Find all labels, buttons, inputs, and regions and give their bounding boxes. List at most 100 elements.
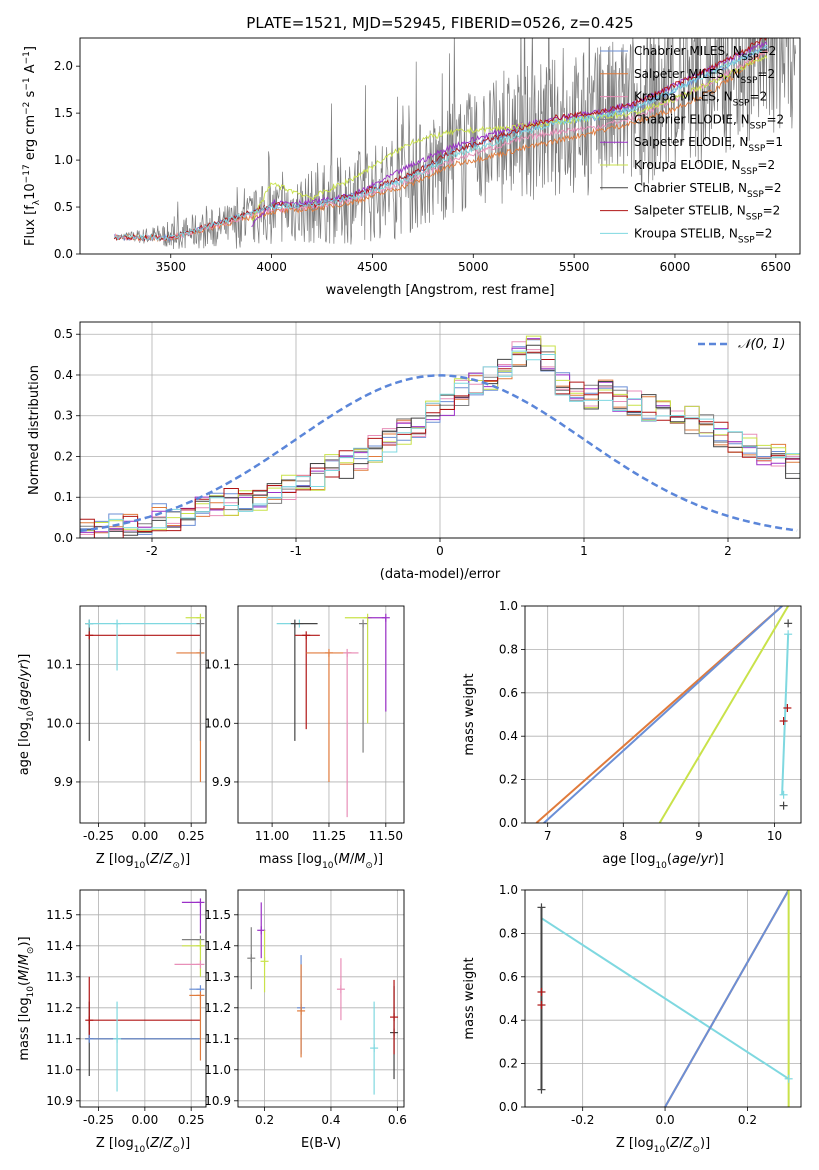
y-tick-label: 1.0: [54, 153, 73, 167]
y-tick-label: 10.0: [204, 716, 231, 730]
y-tick-label: 11.0: [46, 1063, 73, 1077]
y-tick-label: 0.1: [54, 490, 73, 504]
x-tick-label: 8: [619, 829, 627, 843]
y-tick-label: 11.5: [204, 908, 231, 922]
axes-frame: [524, 889, 802, 1108]
weight-line-kroupa_elodie: [658, 606, 790, 823]
weight-line-chabrier_miles: [664, 890, 790, 1107]
x-tick-label: 0.2: [738, 1113, 757, 1127]
model-spectrum-salpeter_elodie: [251, 41, 768, 227]
y-tick-label: 0.4: [499, 729, 518, 743]
x-tick-label: 0.00: [131, 829, 158, 843]
mass-vs-metallicity-panel: -0.25 0.00 0.25 10.9 11.0 11.1 11.2 11.3 11.4 11.…: [17, 889, 207, 1155]
model-spectrum-kroupa_stelib: [113, 45, 768, 241]
model-spectrum-salpeter_miles: [114, 50, 768, 243]
legend-label: Kroupa MILES, NSSP=2: [634, 90, 767, 109]
y-tick-label: 10.0: [46, 716, 73, 730]
y-tick-label: 0.0: [499, 1100, 518, 1114]
y-tick-label: 0.4: [499, 1013, 518, 1027]
axes-frame: [524, 605, 802, 824]
y-tick-label: 9.9: [212, 775, 231, 789]
histogram-kroupa_stelib: [80, 350, 800, 538]
y-tick-label: 11.3: [46, 970, 73, 984]
x-tick-label: 5000: [458, 260, 489, 274]
x-axis-label: wavelength [Angstrom, rest frame]: [326, 283, 555, 298]
axes-frame: [79, 605, 207, 824]
y-tick-label: 0.2: [499, 1057, 518, 1071]
normal-distribution-curve: [80, 374, 798, 533]
observed-spectrum-line: [113, 38, 796, 250]
x-tick-label: -1: [290, 544, 302, 558]
y-tick-label: 0.8: [499, 926, 518, 940]
y-axis-label: mass [log10(M/M⊙)]: [17, 936, 36, 1060]
plot-area: [535, 606, 793, 823]
y-tick-label: 1.5: [54, 106, 73, 120]
x-tick-label: -0.25: [83, 1113, 114, 1127]
x-tick-label: 0.00: [131, 1113, 158, 1127]
y-tick-label: 2.0: [54, 59, 73, 73]
x-tick-label: 0.0: [656, 1113, 675, 1127]
model-spectrum-salpeter_stelib: [113, 38, 767, 242]
x-tick-label: 10: [767, 829, 782, 843]
x-tick-label: -0.2: [571, 1113, 594, 1127]
axes-frame: [79, 321, 801, 539]
histogram-salpeter_elodie: [80, 338, 800, 533]
y-tick-label: 0.0: [54, 531, 73, 545]
x-axis-label: Z [log10(Z/Z⊙)]: [96, 1136, 190, 1155]
x-tick-label: 0.25: [178, 829, 205, 843]
x-axis-label: age [log10(age/yr)]: [602, 852, 724, 871]
histogram-chabrier_miles: [80, 339, 800, 535]
y-tick-label: 0.8: [499, 642, 518, 656]
x-tick-label: 6500: [761, 260, 792, 274]
y-tick-label: 0.2: [499, 773, 518, 787]
y-tick-label: 11.1: [46, 1032, 73, 1046]
histogram-chabrier_stelib: [80, 344, 800, 536]
y-tick-label: 11.2: [46, 1001, 73, 1015]
legend-label: Kroupa STELIB, NSSP=2: [634, 226, 772, 245]
spectrum-panel: 3500 4000 4500 5000 5500 6000 6500 0.0 0.5 1.0 1.5…: [22, 37, 801, 298]
plot-area: [85, 898, 205, 1092]
x-tick-label: 9: [695, 829, 703, 843]
weight-vs-age-panel: 7 8 9 10 0.0 0.2 0.4 0.6 0.8 1.0 age [log10(age/yr…: [462, 599, 802, 871]
age-vs-metallicity-panel: -0.25 0.00 0.25 9.9 10.0 10.1 Z [log10(Z/Z⊙)] a…: [17, 605, 207, 871]
x-tick-label: 2: [724, 544, 732, 558]
y-tick-label: 10.1: [46, 658, 73, 672]
residual-histogram-panel: -2 -1 0 1 2 0.0 0.1 0.2 0.3 0.4 0.5 𝒩(0, 1) (data-mo…: [27, 321, 801, 582]
y-tick-label: 11.0: [204, 1063, 231, 1077]
x-tick-label: 0: [436, 544, 444, 558]
y-tick-label: 0.2: [54, 449, 73, 463]
y-tick-label: 10.9: [46, 1094, 73, 1108]
x-tick-label: 1: [580, 544, 588, 558]
y-tick-label: 11.4: [204, 939, 231, 953]
legend-label: Salpeter MILES, NSSP=2: [634, 67, 775, 86]
y-tick-label: 11.3: [204, 970, 231, 984]
y-axis-label: mass weight: [462, 957, 477, 1039]
legend-label: Kroupa ELODIE, NSSP=2: [634, 158, 775, 177]
y-tick-label: 0.6: [499, 970, 518, 984]
figure-title: PLATE=1521, MJD=52945, FIBERID=0526, z=0…: [246, 14, 633, 32]
x-tick-label: 11.50: [369, 829, 403, 843]
x-axis-label: Z [log10(Z/Z⊙)]: [616, 1136, 710, 1155]
x-tick-label: 6000: [660, 260, 691, 274]
x-axis-label: Z [log10(Z/Z⊙)]: [96, 852, 190, 871]
age-vs-mass-panel: 11.00 11.25 11.50 9.9 10.0 10.1 mass [log10(M/…: [204, 605, 405, 871]
y-tick-label: 11.5: [46, 908, 73, 922]
mass-vs-ebv-panel: 0.2 0.4 0.6 10.9 11.0 11.1 11.2 11.3 11.4 11.5 E(B…: [204, 889, 407, 1151]
legend-label: Chabrier ELODIE, NSSP=2: [634, 112, 784, 131]
x-axis-label: (data-model)/error: [380, 567, 501, 582]
y-axis-label: Flux [fλ10−17 erg cm−2 s−1 A−1]: [22, 46, 42, 246]
x-tick-label: -0.25: [83, 829, 114, 843]
weight-line-kroupa_stelib: [540, 917, 790, 1080]
y-tick-label: 10.9: [204, 1094, 231, 1108]
y-tick-label: 10.1: [204, 658, 231, 672]
y-tick-label: 0.5: [54, 327, 73, 341]
histogram-plot-area: [80, 335, 800, 538]
weight-vs-metallicity-panel: -0.2 0.0 0.2 0.0 0.2 0.4 0.6 0.8 1.0 Z [log10(Z/Z…: [462, 883, 802, 1155]
x-axis-label: mass [log10(M/M⊙)]: [259, 852, 383, 871]
axes-frame: [79, 37, 801, 255]
x-tick-label: 11.25: [312, 829, 346, 843]
legend-label: Chabrier MILES, NSSP=2: [634, 44, 776, 63]
y-tick-label: 0.0: [54, 247, 73, 261]
y-axis-label: mass weight: [462, 673, 477, 755]
x-tick-label: 0.2: [255, 1113, 274, 1127]
